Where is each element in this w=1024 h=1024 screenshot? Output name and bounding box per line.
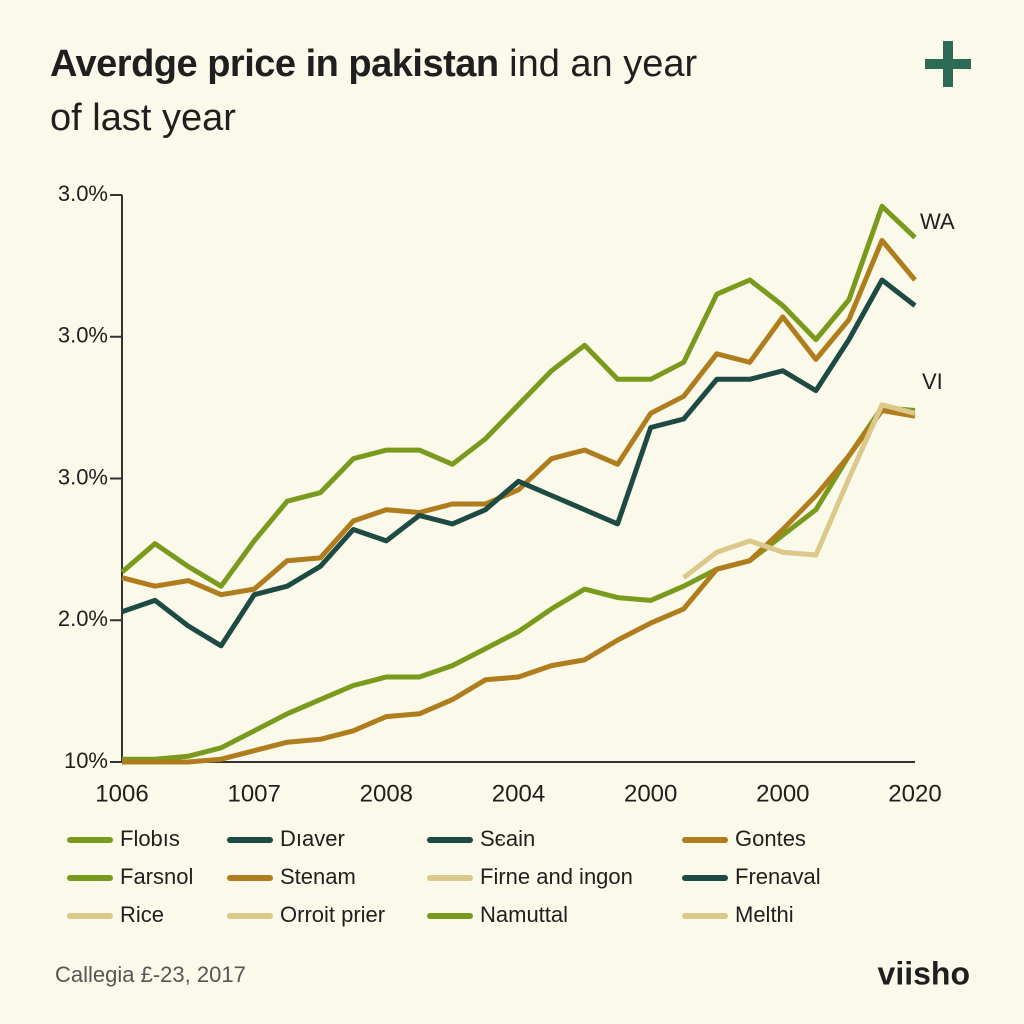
series-line [682,402,916,580]
legend-item: Orroit prier [227,902,385,927]
annotation: VI [922,369,943,394]
series-line [122,405,916,762]
legend-item: Dıaver [227,826,345,851]
series-line [120,203,917,589]
chart-title: Averdge price in pakistan ind an year [50,43,698,85]
legend-label: Sєain [480,826,535,851]
legend-item: Gontes [682,826,806,851]
legend-label: Gontes [735,826,806,851]
x-tick-label: 2004 [492,780,545,807]
legend-item: Rice [67,902,164,927]
x-tick-label: 2020 [888,780,941,807]
legend-label: Farsnol [120,864,193,889]
legend-label: Flobıs [120,826,180,851]
chart-subtitle: of last year [50,97,236,139]
legend-item: Stenam [227,864,356,889]
legend-item: Farsnol [67,864,193,889]
annotation: WA [920,209,955,234]
legend-item: Flobıs [67,826,180,851]
y-tick-label: 10% [64,748,108,773]
legend-label: Firne and ingon [480,864,633,889]
series-line [121,277,917,649]
legend-label: Melthi [735,902,794,927]
legend-label: Orroit prier [280,902,385,927]
x-tick-label: 2000 [624,780,677,807]
title-rest: ind an year [509,43,697,85]
title-bold: Averdge price in pakistan [50,43,499,85]
legend-item: Namuttal [427,902,568,927]
legend-item: Firne and ingon [427,864,633,889]
legend-label: Dıaver [280,826,345,851]
y-tick-label: 3.0% [58,464,108,489]
legend-label: Namuttal [480,902,568,927]
legend-item: Frenaval [682,864,821,889]
y-tick-label: 2.0% [58,606,108,631]
x-tick-label: 1006 [95,780,148,807]
x-tick-label: 2000 [756,780,809,807]
series-line [121,237,917,598]
legend-label: Frenaval [735,864,821,889]
y-tick-label: 3.0% [58,181,108,206]
plus-v [943,41,953,87]
legend-label: Stenam [280,864,356,889]
x-tick-label: 1007 [227,780,280,807]
brand: viisho [878,955,970,991]
source: Callegia £-23, 2017 [55,962,246,987]
plus-icon [925,41,971,87]
series-line [122,408,916,765]
x-tick-label: 2008 [360,780,413,807]
legend-item: Melthi [682,902,794,927]
legend-label: Rice [120,902,164,927]
legend-item: Sєain [427,826,535,851]
y-tick-label: 3.0% [58,323,108,348]
